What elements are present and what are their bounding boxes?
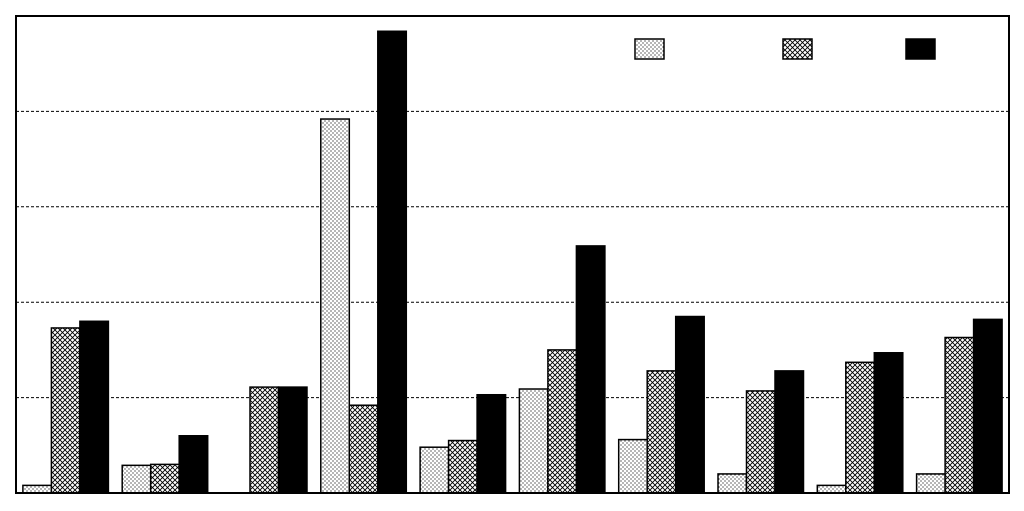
legend-swatch [905, 38, 936, 60]
bar [277, 386, 308, 494]
bar [944, 336, 975, 494]
bar [518, 388, 549, 494]
bar [816, 484, 847, 494]
bar [320, 118, 351, 494]
bar [149, 463, 180, 494]
bar [178, 435, 209, 494]
bar [22, 484, 53, 494]
bar [575, 245, 606, 494]
bar [249, 386, 280, 494]
bar [476, 393, 507, 494]
bar [915, 473, 946, 494]
bar [547, 349, 578, 494]
bar [745, 390, 776, 494]
legend-swatch [782, 38, 813, 60]
bar [617, 438, 648, 494]
bar [447, 439, 478, 494]
bar [717, 473, 748, 494]
legend-swatch [634, 38, 665, 60]
bar [845, 361, 876, 494]
bar [50, 327, 81, 494]
bar [774, 370, 805, 494]
bar [419, 446, 450, 494]
bar [121, 464, 152, 494]
plot-frame [15, 15, 1010, 494]
bar [377, 30, 408, 494]
bar [348, 404, 379, 494]
bar [646, 370, 677, 494]
bar [873, 352, 904, 494]
bar [972, 318, 1003, 494]
bar [674, 315, 705, 494]
bar [79, 320, 110, 494]
